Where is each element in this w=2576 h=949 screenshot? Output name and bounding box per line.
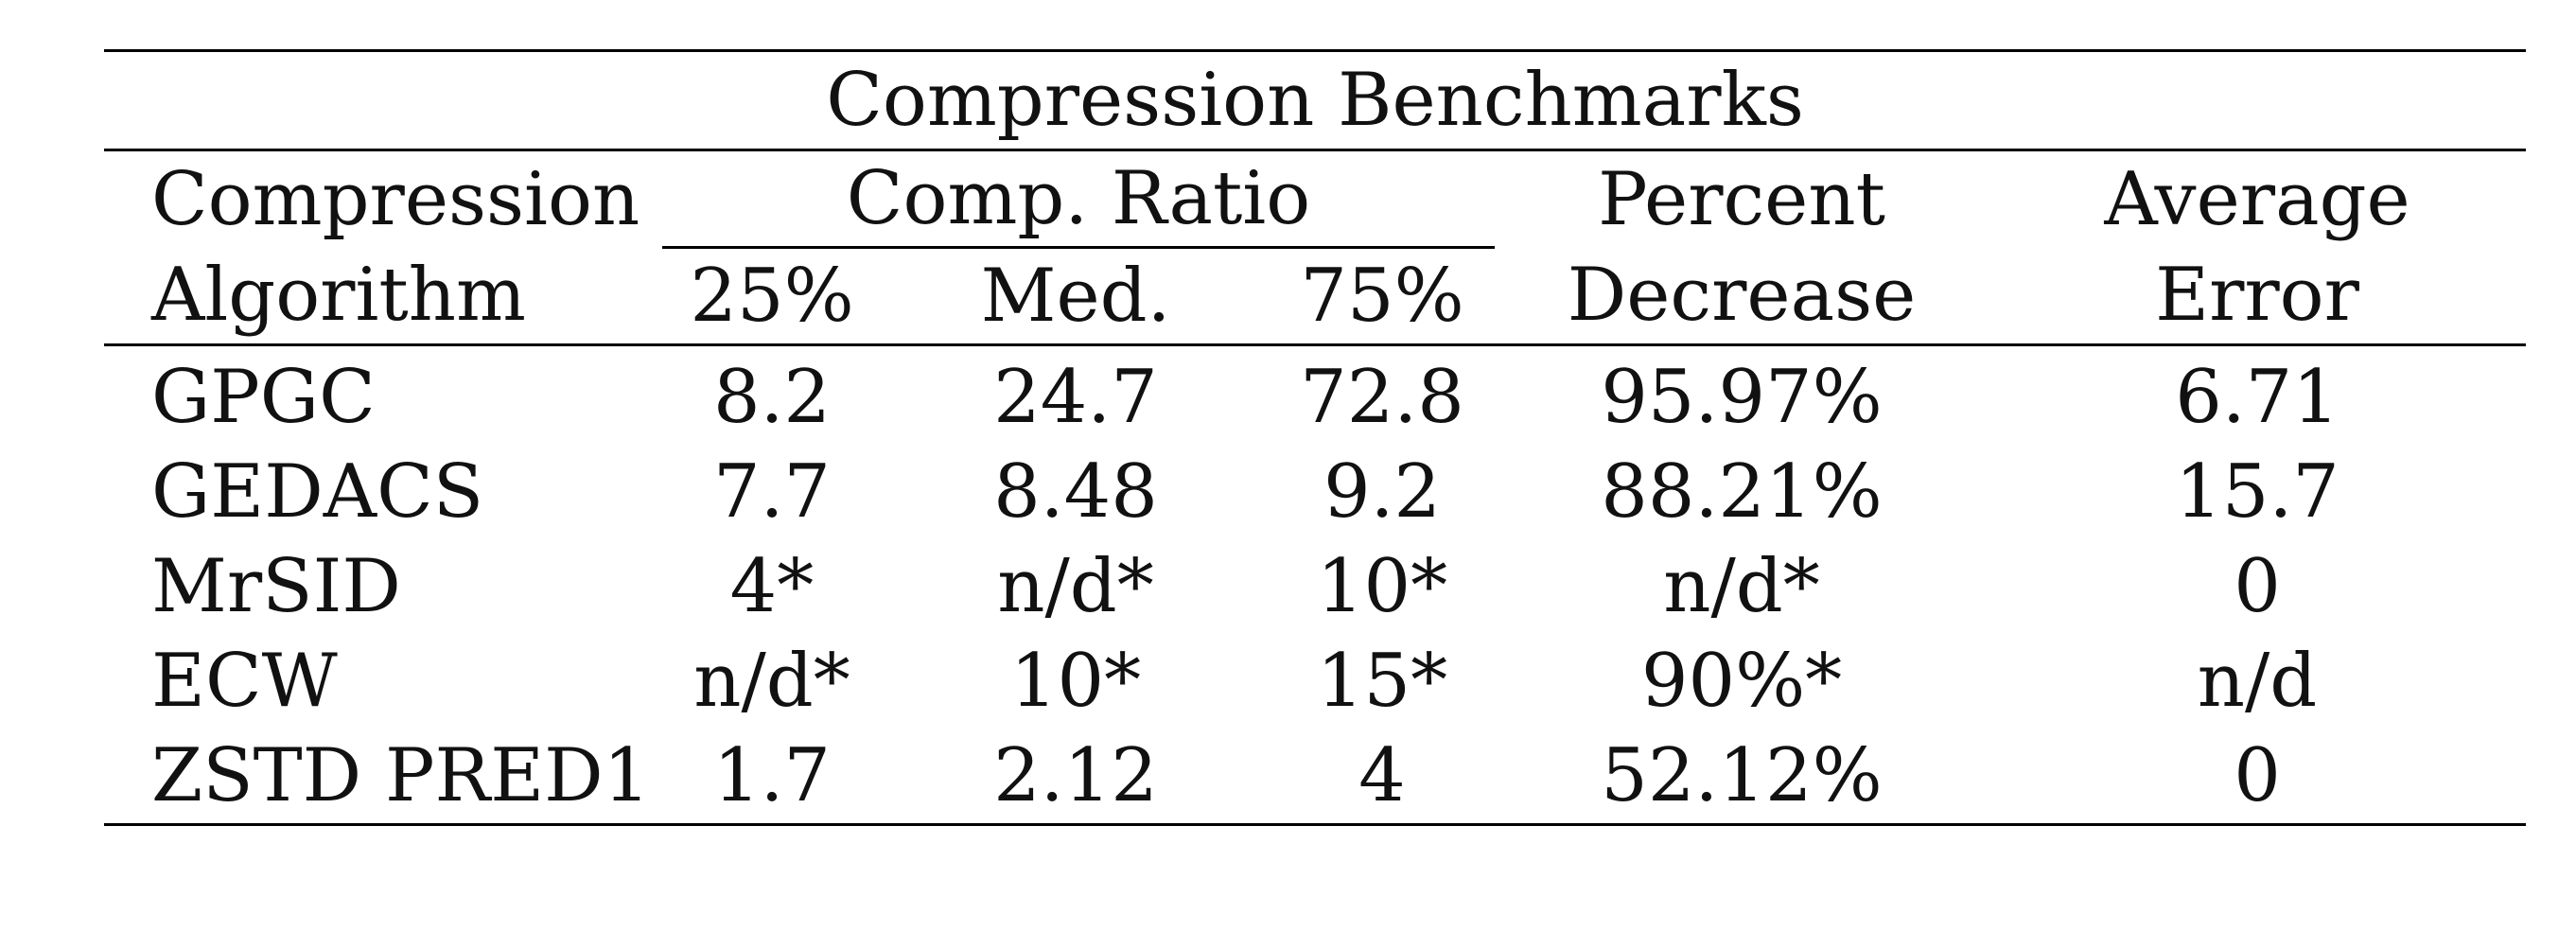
row-percent: 52.12% (1495, 729, 1989, 826)
row-median: 2.12 (882, 729, 1270, 826)
table-row: ZSTD PRED1 1.7 2.12 4 52.12% 0 (104, 729, 2527, 826)
header-q75: 75% (1300, 254, 1464, 339)
row-percent: 95.97% (1495, 343, 1989, 445)
table-title: Compression Benchmarks (104, 50, 2527, 151)
header-median: Med. (980, 254, 1171, 339)
row-q25: n/d* (693, 639, 850, 724)
row-percent: 90%* (1640, 639, 1843, 724)
row-q25: 7.7 (712, 449, 832, 535)
table-row: GPGC 8.2 24.7 72.8 95.97% 6.71 (104, 343, 2527, 445)
row-percent: n/d* (1663, 544, 1820, 629)
row-algorithm: GPGC (104, 343, 662, 445)
row-algorithm: GEDACS (151, 449, 484, 535)
row-error: 6.71 (1989, 343, 2527, 445)
row-error: 0 (2234, 544, 2281, 629)
row-algorithm: MrSID (151, 544, 401, 629)
header-algorithm-line1: Compression (151, 156, 640, 242)
table-title-row: Compression Benchmarks (104, 50, 2527, 151)
row-q25: 4* (729, 544, 815, 629)
row-median: 24.7 (882, 343, 1270, 445)
table-row: MrSID 4* n/d* 10* n/d* 0 (104, 539, 2526, 634)
header-error-line2: Error (2155, 253, 2359, 339)
row-q25: 8.2 (662, 343, 882, 445)
row-q75: 15* (1316, 639, 1448, 724)
row-error: n/d (2197, 639, 2318, 724)
row-median: 8.48 (993, 449, 1158, 535)
row-q75: 10* (1316, 544, 1448, 629)
table-row: ECW n/d* 10* 15* 90%* n/d (104, 634, 2526, 729)
row-q75: 4 (1270, 729, 1495, 826)
header-comp-ratio: Comp. Ratio (662, 149, 1495, 249)
row-error: 15.7 (2175, 449, 2339, 535)
header-algorithm-line2: Algorithm (151, 253, 526, 339)
row-q75: 9.2 (1323, 449, 1442, 535)
compression-benchmarks-table: Compression Benchmarks Compression Comp.… (104, 49, 2527, 826)
benchmark-table-container: Compression Benchmarks Compression Comp.… (104, 49, 2527, 826)
header-percent-line1: Percent (1598, 156, 1885, 242)
row-q75: 72.8 (1270, 343, 1495, 445)
row-error: 0 (1989, 729, 2527, 826)
header-percent-line2: Decrease (1567, 253, 1917, 339)
row-algorithm: ZSTD PRED1 (104, 729, 662, 826)
row-median: n/d* (997, 544, 1154, 629)
row-median: 10* (1009, 639, 1142, 724)
row-q25: 1.7 (662, 729, 882, 826)
row-percent: 88.21% (1601, 449, 1883, 535)
header-row-1: Compression Comp. Ratio Percent Average (104, 149, 2526, 249)
header-row-2: Algorithm 25% Med. 75% Decrease Error (104, 248, 2526, 345)
table-row: GEDACS 7.7 8.48 9.2 88.21% 15.7 (104, 445, 2526, 539)
header-error-line1: Average (2104, 156, 2410, 242)
header-q25: 25% (690, 254, 854, 339)
row-algorithm: ECW (151, 639, 338, 724)
